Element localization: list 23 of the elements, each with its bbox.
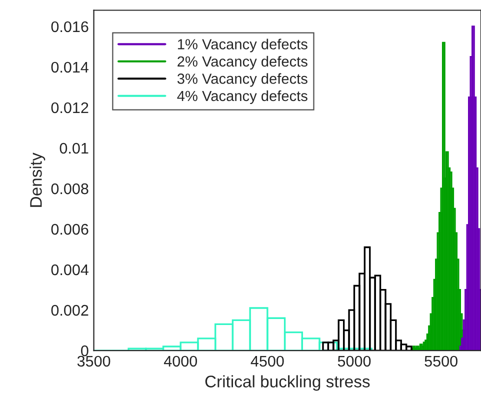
x-tick-label: 5000 [338, 356, 371, 367]
x-tick-label: 4000 [164, 356, 198, 367]
legend-label: 2% Vacancy defects [178, 56, 308, 70]
y-tick-label: 0 [81, 345, 88, 356]
bar [419, 344, 423, 351]
x-tick-label: 5500 [424, 356, 458, 367]
y-axis-title: Density [30, 152, 46, 207]
y-tick-label: 0.002 [51, 304, 88, 316]
y-tick-label: 0.008 [51, 183, 88, 194]
y-tick-label: 0.016 [51, 21, 88, 32]
x-tick-label: 3500 [77, 356, 110, 367]
legend-label: 4% Vacancy defects [177, 90, 308, 104]
y-tick-label: 0.012 [51, 102, 88, 114]
bar [471, 26, 475, 351]
legend-label: 1% Vacancy defects [178, 38, 308, 52]
y-tick-label: 0.006 [51, 224, 88, 235]
y-tick-label: 0.014 [51, 62, 88, 73]
y-tick-label: 0.004 [51, 264, 88, 276]
y-tick-label: 0.01 [60, 142, 88, 154]
x-tick-label: 4500 [250, 356, 284, 367]
bar [448, 171, 452, 351]
legend-label: 3% Vacancy defects [177, 73, 308, 87]
x-axis-title: Critical buckling stress [205, 375, 370, 391]
